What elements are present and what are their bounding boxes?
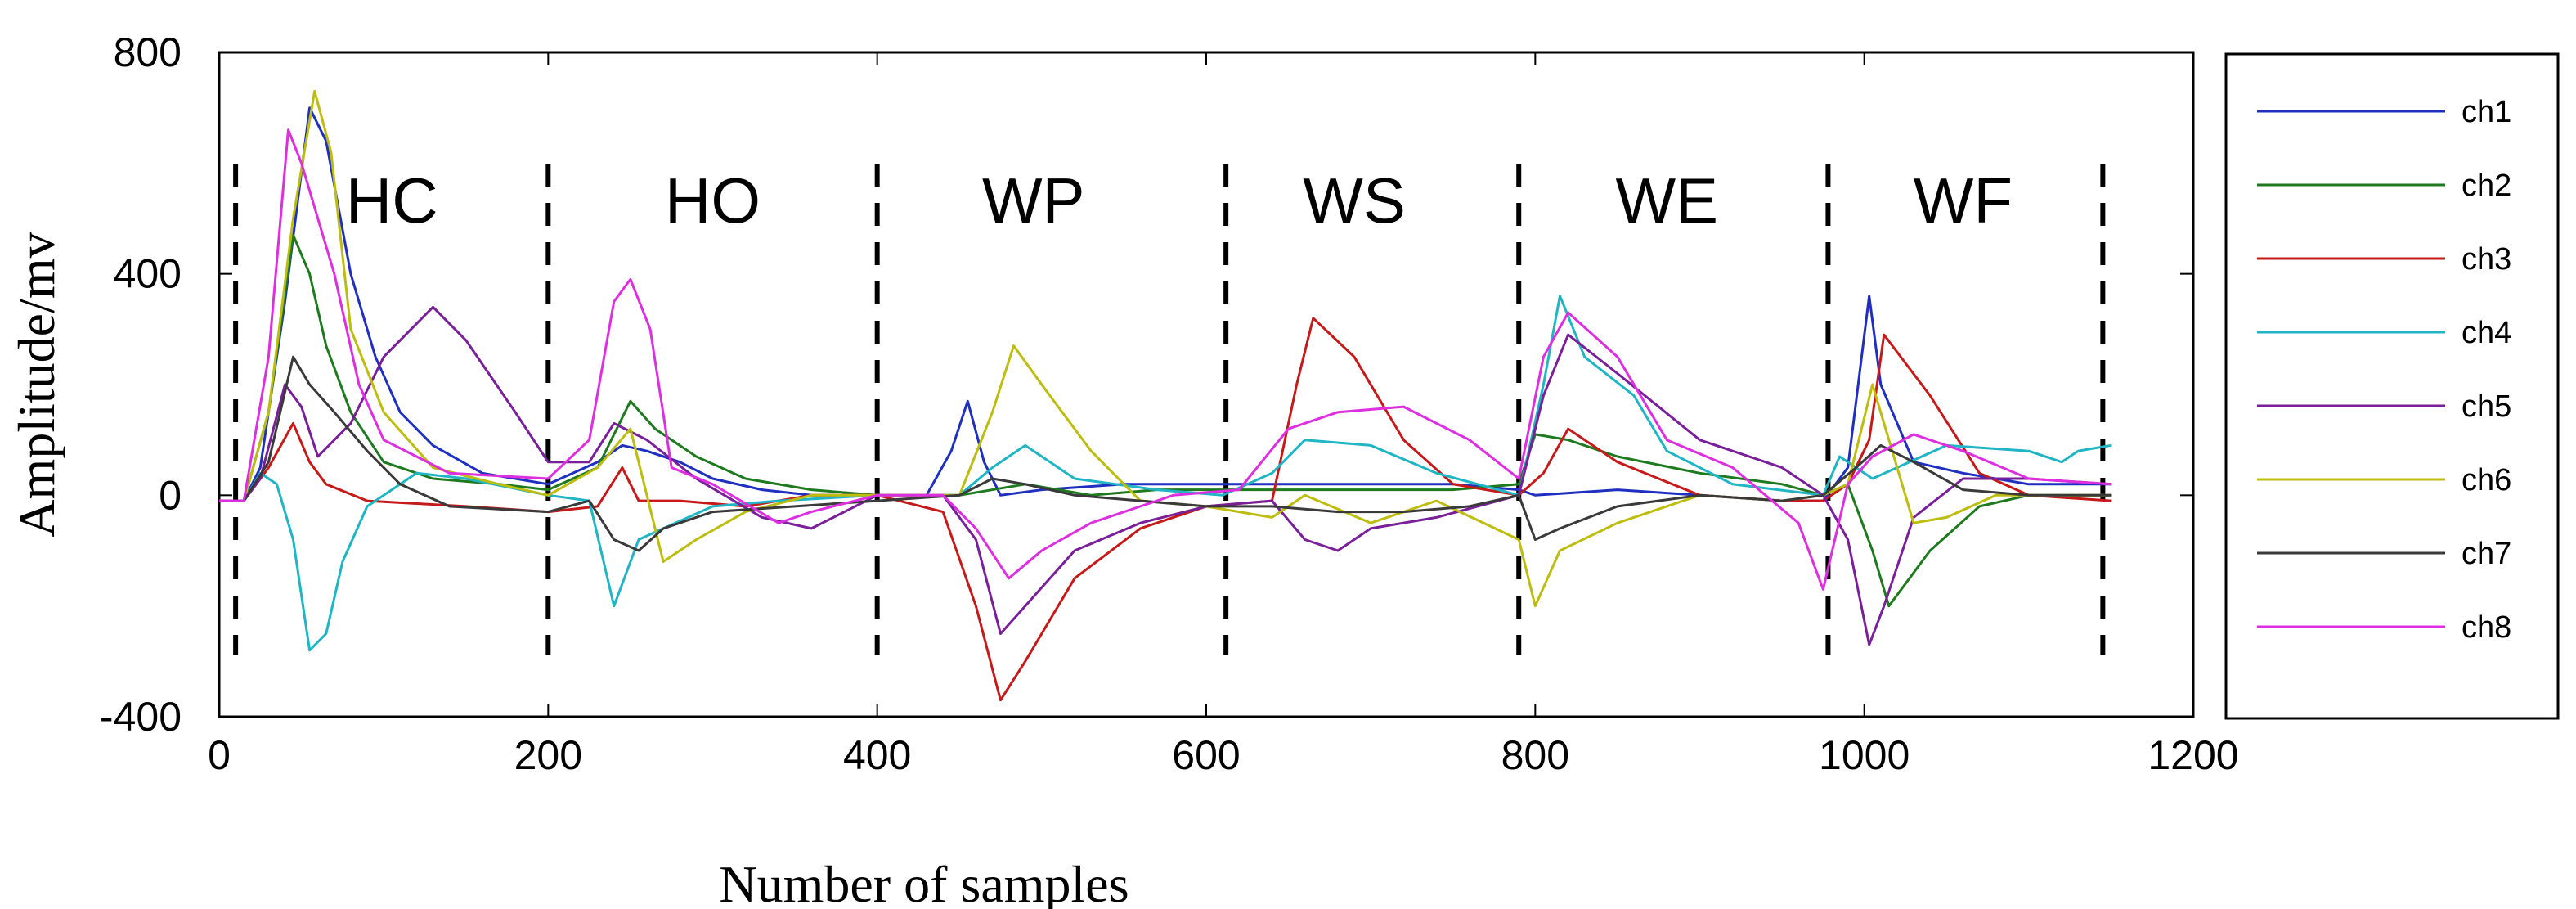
- series-line-ch5: [219, 305, 2112, 646]
- x-tick-label: 1000: [1819, 732, 1910, 778]
- legend-label-ch7: ch7: [2462, 537, 2511, 571]
- plot-area-frame: [218, 51, 2195, 718]
- region-label-ws: WS: [1303, 164, 1406, 236]
- y-tick-label: 400: [114, 251, 182, 297]
- legend-label-ch8: ch8: [2462, 610, 2511, 645]
- legend-label-ch4: ch4: [2462, 316, 2511, 350]
- x-tick-label: 200: [514, 732, 582, 778]
- region-label-wf: WF: [1914, 164, 2013, 236]
- legend-box: [2224, 52, 2560, 720]
- y-tick-label: -400: [100, 694, 182, 740]
- series-line-ch4: [219, 295, 2112, 652]
- series-lines: [219, 89, 2112, 702]
- x-tick-label: 1200: [2147, 732, 2238, 778]
- legend-label-ch1: ch1: [2462, 95, 2511, 129]
- y-axis-title: Amplitude/mv: [7, 232, 65, 537]
- region-label-wp: WP: [982, 164, 1085, 236]
- legend-label-ch2: ch2: [2462, 169, 2511, 203]
- legend: ch1 ch2 ch3 ch4 ch5 ch6 ch7 ch8: [2257, 95, 2511, 645]
- legend-label-ch5: ch5: [2462, 389, 2511, 424]
- region-label-hc: HC: [346, 164, 438, 236]
- region-label-ho: HO: [665, 164, 761, 236]
- x-tick-label: 800: [1501, 732, 1569, 778]
- x-tick-label: 600: [1172, 732, 1240, 778]
- axis-ticks: 0 200 400 600 800 1000 1200 800 400 0 -400: [100, 29, 2239, 778]
- legend-label-ch6: ch6: [2462, 463, 2511, 497]
- x-axis-title: Number of samples: [719, 855, 1129, 909]
- y-tick-label: 800: [114, 29, 182, 75]
- region-label-we: WE: [1615, 164, 1718, 236]
- region-boundaries: [233, 164, 2106, 655]
- region-labels: HC HO WP WS WE WF: [346, 164, 2013, 236]
- y-tick-label: 0: [159, 472, 182, 518]
- series-line-ch7: [219, 355, 2112, 552]
- legend-label-ch3: ch3: [2462, 242, 2511, 277]
- series-line-ch8: [219, 128, 2112, 591]
- x-tick-label: 400: [843, 732, 911, 778]
- x-tick-label: 0: [208, 732, 231, 778]
